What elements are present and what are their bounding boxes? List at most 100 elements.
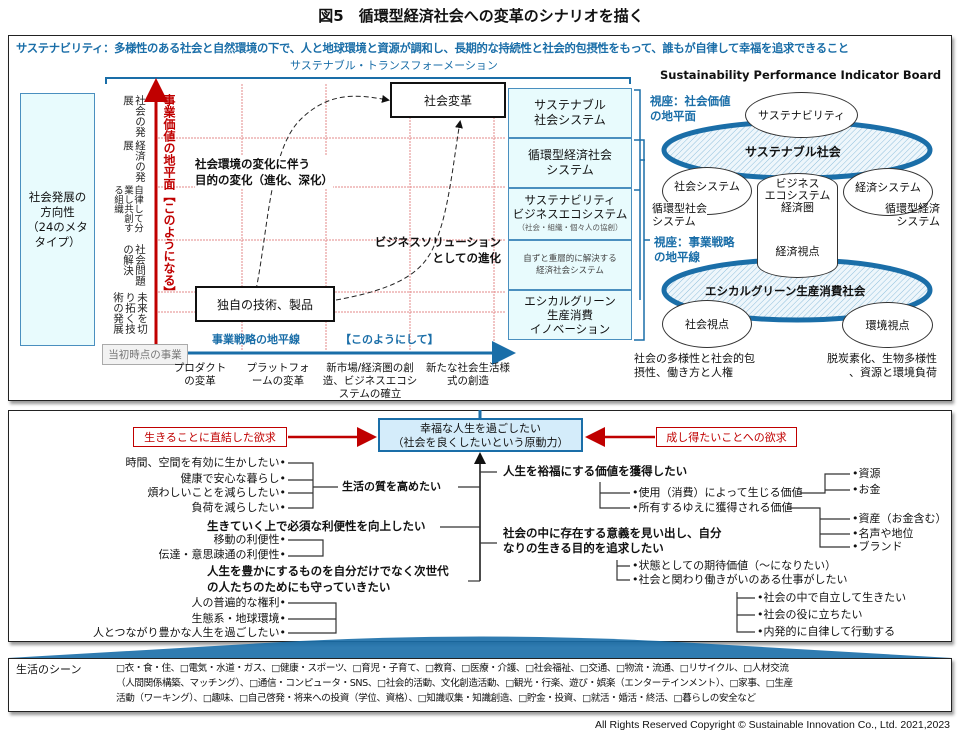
needs-item: •ブランド — [852, 540, 903, 553]
center-line: （社会を良くしたいという原動力） — [392, 436, 569, 449]
title-line: なりの生きる目的を追求したい — [503, 541, 664, 555]
own-technology-box: 独自の技術、製品 — [195, 286, 335, 322]
stack-box-business-ecosystem: サステナビリティ ビジネスエコシステム （社会・組織・個々人の協創） — [508, 188, 632, 240]
title-line: 社会の中に存在する意義を見い出し、自分 — [503, 526, 722, 540]
stack-line: 生産消費 — [547, 308, 593, 322]
cylinder-line: ビジネス — [775, 177, 820, 190]
path1-label: 社会環境の変化に伴う目的の変化（進化、深化） — [195, 156, 333, 188]
path2-label: ビジネスソリューションとしての進化 — [355, 234, 501, 266]
circular-economic-system-label: 循環型経済 システム — [860, 202, 940, 228]
stack-line: ビジネスエコシステム — [512, 207, 628, 221]
stack-line: サステナビリティ — [524, 193, 616, 207]
needs-item: 移動の利便性• — [213, 533, 287, 546]
needs-group-title: 生きていく上で必須な利便性を向上したい — [207, 519, 426, 533]
needs-item: •資源 — [852, 467, 881, 480]
needs-item: 伝達・意思疎通の利便性• — [158, 548, 287, 561]
needs-item: 煩わしいことを減らしたい• — [147, 486, 287, 499]
needs-item: 時間、空間を有効に生かしたい• — [125, 456, 287, 469]
stack-line: システム — [546, 163, 594, 177]
label-line: 循環型社会 — [652, 202, 707, 215]
view-social-value: 視座：社会価値 の地平面 — [650, 94, 731, 124]
note-line: 脱炭素化、生物多様性 — [827, 352, 937, 365]
stack-box-layered-system: 自ずと重層的に解決する 経済社会システム — [508, 240, 632, 290]
x-axis-label: 事業戦略の地平線 — [212, 333, 300, 346]
stack-line: イノベーション — [529, 322, 611, 336]
circular-social-system-label: 循環型社会 システム — [652, 202, 707, 228]
bullet-dot-icon: • — [852, 527, 859, 540]
bullet-dot-icon: • — [279, 626, 287, 639]
left-box-line: （24のメタ — [27, 219, 88, 234]
path2-line: としての進化 — [432, 251, 501, 265]
social-view-ellipse: 社会視点 — [662, 300, 752, 348]
stack-line: 自ずと重層的に解決する — [523, 254, 617, 264]
bullet-dot-icon: • — [757, 625, 764, 638]
transformation-label: サステナブル・トランスフォーメーション — [290, 59, 498, 72]
row-label: 自律して分業し共創する組織 — [112, 185, 143, 233]
ethical-society-label: エシカルグリーン生産消費社会 — [705, 284, 866, 298]
stack-box-ethical-green-innovation: エシカルグリーン 生産消費 イノベーション — [508, 290, 632, 340]
title-line: の人たちのためにも守っていきたい — [207, 580, 391, 594]
life-scenes-list: □衣・食・住、□電気・水道・ガス、□健康・スポーツ、□育児・子育て、□教育、□医… — [116, 661, 793, 706]
mountain-band — [8, 636, 952, 658]
needs-item: 生態系・地球環境• — [191, 612, 287, 625]
bullet-dot-icon: • — [279, 486, 287, 499]
sustainable-society-label: サステナブル社会 — [745, 145, 841, 159]
bullet-dot-icon: • — [279, 501, 287, 514]
path1-line: 目的の変化（進化、深化） — [195, 173, 333, 187]
figure-title: 図5 循環型経済社会への変革のシナリオを描く — [318, 7, 644, 25]
bullet-dot-icon: • — [279, 612, 287, 625]
needs-item: •所有するゆえに獲得される価値 — [632, 501, 793, 514]
label-line: 循環型経済 — [885, 202, 940, 215]
stack-line: 経済社会システム — [536, 266, 604, 276]
bullet-dot-icon: • — [279, 533, 287, 546]
needs-item: •社会と関わり働きがいのある仕事がしたい — [632, 573, 848, 586]
stack-sub: （社会・組織・個々人の協創） — [517, 223, 623, 232]
needs-item: 人とつながり豊かな人生を過ごしたい• — [92, 626, 287, 639]
bullet-dot-icon: • — [757, 591, 764, 604]
sustainability-ellipse: サステナビリティ — [745, 92, 858, 138]
needs-item: •状態としての期待価値（～になりたい） — [632, 559, 837, 572]
stack-box-sustainable-social-system: サステナブル 社会システム — [508, 88, 632, 138]
stack-line: 循環型経済社会 — [527, 148, 612, 162]
stack-line: サステナブル — [534, 98, 606, 112]
bullet-dot-icon: • — [632, 486, 639, 499]
bullet-dot-icon: • — [632, 573, 639, 586]
start-business-label: 当初時点の事業 — [102, 344, 188, 365]
label-line: システム — [652, 215, 696, 228]
business-ecosystem-cylinder: ビジネス エコシステム 経済圏 経済視点 — [757, 173, 838, 278]
social-development-direction-box: 社会発展の 方向性 （24のメタ タイプ） — [20, 93, 95, 346]
needs-item: •名声や地位 — [852, 527, 914, 540]
bullet-dot-icon: • — [279, 472, 287, 485]
needs-item: •社会の役に立ちたい — [757, 608, 863, 621]
center-line: 幸福な人生を過ごしたい — [420, 422, 541, 435]
note-line: 、資源と環境負荷 — [849, 366, 937, 379]
needs-item: •使用（消費）によって生じる価値 — [632, 486, 803, 499]
needs-item: •社会の中で自立して生きたい — [757, 591, 907, 604]
row-label: 経済の発展 — [122, 140, 146, 182]
left-box-line: タイプ） — [34, 234, 81, 249]
path1-line: 社会環境の変化に伴う — [195, 157, 310, 171]
needs-group-title: 生活の質を高めたい — [342, 480, 441, 494]
x-category: 新たな社会生活様式の創造 — [426, 362, 510, 387]
bullet-dot-icon: • — [852, 540, 859, 553]
note-line: 社会の多様性と社会的包 — [634, 352, 755, 365]
needs-item: •お金 — [852, 483, 881, 496]
scene-line: □衣・食・住、□電気・水道・ガス、□健康・スポーツ、□育児・子育て、□教育、□医… — [116, 663, 789, 674]
path2-line: ビジネスソリューション — [374, 235, 501, 249]
life-scenes-box — [8, 658, 952, 712]
needs-group-title: 人生を豊かにするものを自分だけでなく次世代 の人たちのためにも守っていきたい — [207, 563, 449, 595]
view-line: 視座：社会価値 — [650, 94, 731, 108]
needs-item: •内発的に自律して行動する — [757, 625, 896, 638]
row-label: 未来を切り拓く技術の発展 — [112, 292, 148, 334]
view-line: 視座：事業戦略 — [654, 235, 735, 249]
needs-item: 負荷を減らしたい• — [191, 501, 287, 514]
note-line: 摂性、働き方と人権 — [634, 366, 733, 379]
left-box-line: 方向性 — [40, 204, 75, 219]
row-label: 社会問題の解決 — [122, 244, 146, 286]
social-note: 社会の多様性と社会的包 摂性、働き方と人権 — [634, 352, 755, 380]
bullet-dot-icon: • — [279, 596, 287, 609]
economic-system-ellipse: 経済システム — [843, 168, 933, 216]
left-box-line: 社会発展の — [28, 189, 87, 204]
needs-item: 健康で安心な暮らし• — [180, 472, 287, 485]
path-arrow-1 — [255, 95, 390, 291]
